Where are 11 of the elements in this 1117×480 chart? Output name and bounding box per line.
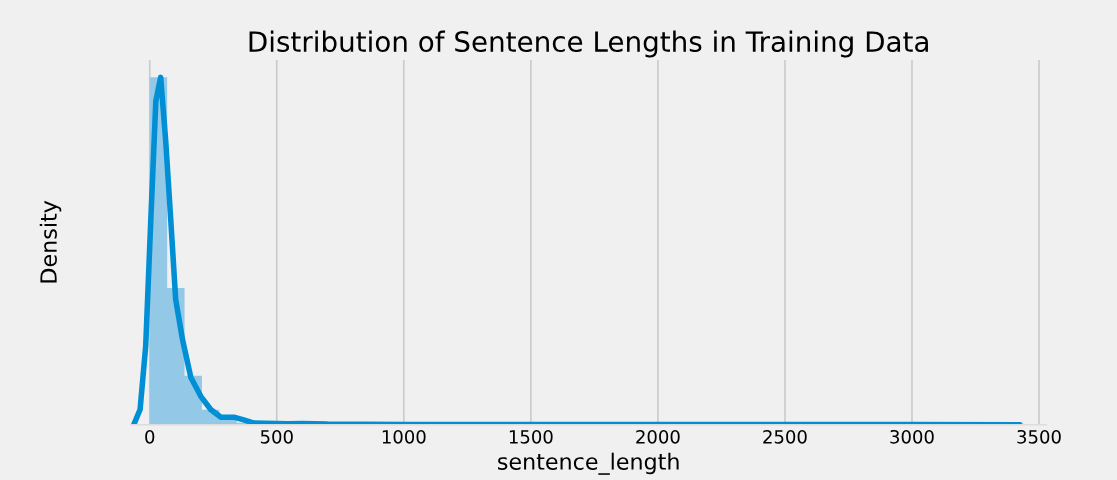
x-tick-label: 0 <box>145 429 155 444</box>
chart-title: Distribution of Sentence Lengths in Training Data <box>249 30 928 58</box>
x-tick-label: 3000 <box>890 429 934 444</box>
x-tick-label: 2500 <box>763 429 807 444</box>
y-axis-title: Density <box>39 200 62 283</box>
x-axis-title: sentence_length <box>498 452 679 475</box>
x-tick-label: 500 <box>260 429 293 444</box>
x-tick-label: 1000 <box>382 429 426 444</box>
x-tick-label: 3500 <box>1017 429 1061 444</box>
x-tick-label: 2000 <box>636 429 680 444</box>
x-tick-label: 1500 <box>509 429 553 444</box>
